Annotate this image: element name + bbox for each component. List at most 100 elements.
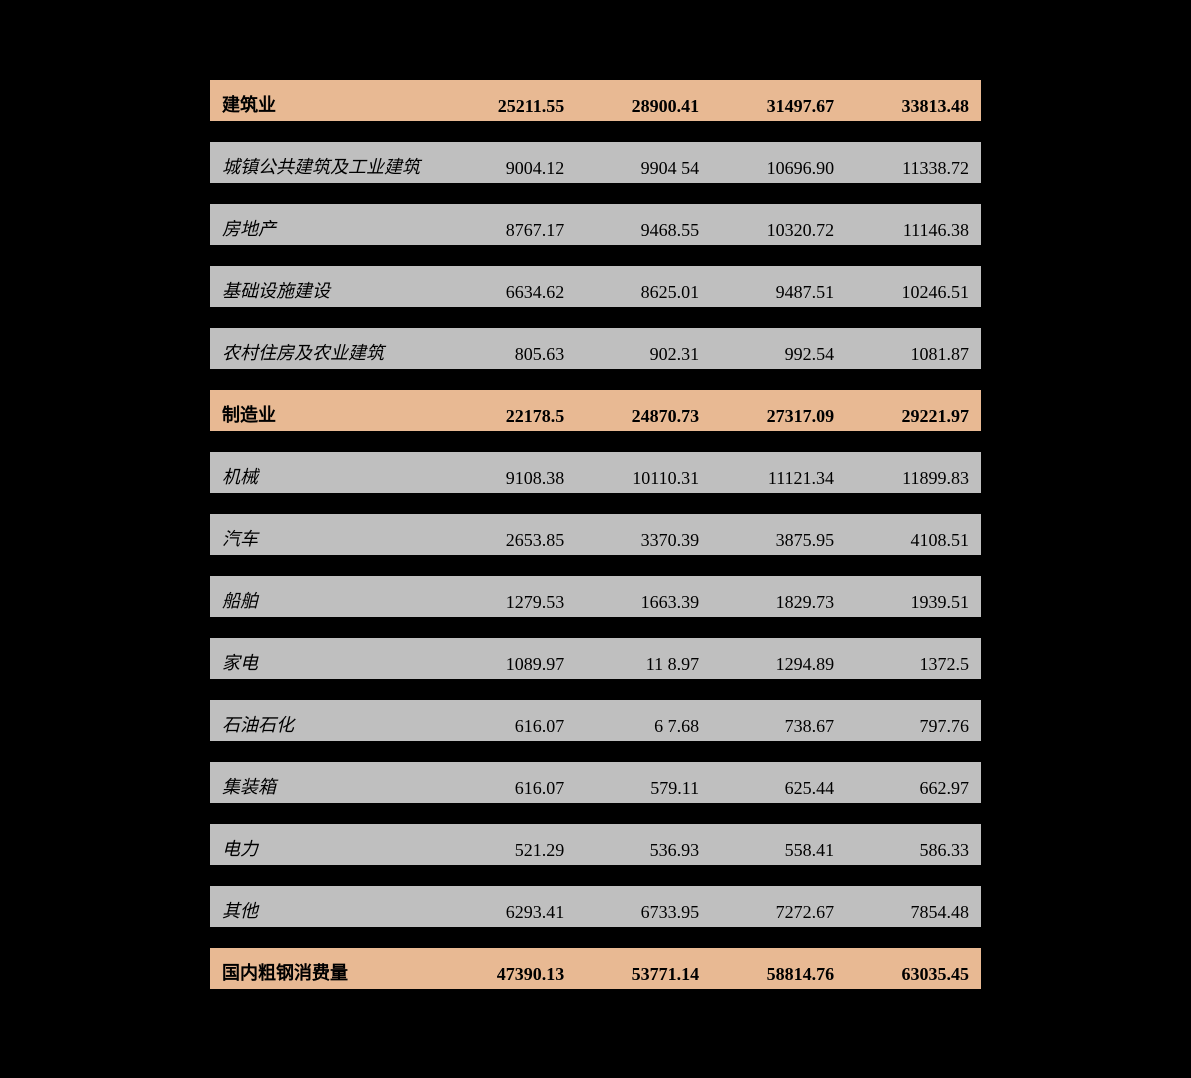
row-value: 586.33	[846, 824, 981, 866]
table-row: 城镇公共建筑及工业建筑9004.129904 5410696.9011338.7…	[210, 142, 981, 184]
row-value: 11338.72	[846, 142, 981, 184]
row-value: 24870.73	[576, 390, 711, 432]
row-value: 1089.97	[441, 638, 576, 680]
row-label: 制造业	[210, 390, 441, 432]
row-value: 797.76	[846, 700, 981, 742]
table-row: 家电1089.9711 8.971294.891372.5	[210, 638, 981, 680]
row-value: 805.63	[441, 328, 576, 370]
row-value: 6634.62	[441, 266, 576, 308]
table-row: 机械9108.3810110.3111121.3411899.83	[210, 452, 981, 494]
gap-row	[210, 742, 981, 762]
row-value: 9487.51	[711, 266, 846, 308]
row-label: 机械	[210, 452, 441, 494]
row-label: 船舶	[210, 576, 441, 618]
gap-row	[210, 308, 981, 328]
row-label: 国内粗钢消费量	[210, 948, 441, 990]
row-value: 992.54	[711, 328, 846, 370]
row-value: 7272.67	[711, 886, 846, 928]
row-value: 521.29	[441, 824, 576, 866]
row-value: 28900.41	[576, 80, 711, 122]
gap-row	[210, 618, 981, 638]
row-value: 10110.31	[576, 452, 711, 494]
steel-consumption-table: 建筑业25211.5528900.4131497.6733813.48 城镇公共建…	[210, 80, 981, 991]
row-label: 石油石化	[210, 700, 441, 742]
row-label: 其他	[210, 886, 441, 928]
row-label: 汽车	[210, 514, 441, 556]
table-row: 石油石化616.076 7.68738.67797.76	[210, 700, 981, 742]
row-value: 4108.51	[846, 514, 981, 556]
row-value: 1294.89	[711, 638, 846, 680]
row-value: 902.31	[576, 328, 711, 370]
gap-row	[210, 432, 981, 452]
table-row: 其他6293.416733.957272.677854.48	[210, 886, 981, 928]
row-value: 662.97	[846, 762, 981, 804]
row-value: 27317.09	[711, 390, 846, 432]
row-value: 47390.13	[441, 948, 576, 990]
gap-row	[210, 184, 981, 204]
row-label: 集装箱	[210, 762, 441, 804]
row-value: 7854.48	[846, 886, 981, 928]
row-value: 9108.38	[441, 452, 576, 494]
row-label: 电力	[210, 824, 441, 866]
row-value: 11 8.97	[576, 638, 711, 680]
row-value: 536.93	[576, 824, 711, 866]
row-value: 22178.5	[441, 390, 576, 432]
row-value: 616.07	[441, 762, 576, 804]
row-value: 558.41	[711, 824, 846, 866]
table-row: 建筑业25211.5528900.4131497.6733813.48	[210, 80, 981, 122]
row-value: 29221.97	[846, 390, 981, 432]
row-label: 城镇公共建筑及工业建筑	[210, 142, 441, 184]
table-row: 汽车2653.853370.393875.954108.51	[210, 514, 981, 556]
row-value: 625.44	[711, 762, 846, 804]
row-value: 63035.45	[846, 948, 981, 990]
row-value: 9468.55	[576, 204, 711, 246]
row-value: 9004.12	[441, 142, 576, 184]
row-label: 建筑业	[210, 80, 441, 122]
row-value: 53771.14	[576, 948, 711, 990]
row-label: 农村住房及农业建筑	[210, 328, 441, 370]
row-value: 6293.41	[441, 886, 576, 928]
row-value: 11146.38	[846, 204, 981, 246]
row-value: 1279.53	[441, 576, 576, 618]
row-value: 58814.76	[711, 948, 846, 990]
gap-row	[210, 804, 981, 824]
gap-row	[210, 556, 981, 576]
table-row: 房地产8767.179468.5510320.7211146.38	[210, 204, 981, 246]
gap-row	[210, 246, 981, 266]
row-value: 10246.51	[846, 266, 981, 308]
data-table: 建筑业25211.5528900.4131497.6733813.48 城镇公共建…	[210, 80, 981, 991]
table-row: 基础设施建设6634.628625.019487.5110246.51	[210, 266, 981, 308]
table-row: 电力521.29536.93558.41586.33	[210, 824, 981, 866]
row-label: 房地产	[210, 204, 441, 246]
row-value: 8625.01	[576, 266, 711, 308]
row-label: 家电	[210, 638, 441, 680]
gap-row	[210, 928, 981, 948]
table-row: 船舶1279.531663.391829.731939.51	[210, 576, 981, 618]
row-value: 11899.83	[846, 452, 981, 494]
row-value: 1663.39	[576, 576, 711, 618]
gap-row	[210, 866, 981, 886]
row-value: 3370.39	[576, 514, 711, 556]
row-value: 616.07	[441, 700, 576, 742]
row-value: 1372.5	[846, 638, 981, 680]
row-value: 738.67	[711, 700, 846, 742]
row-value: 579.11	[576, 762, 711, 804]
row-value: 2653.85	[441, 514, 576, 556]
table-row: 国内粗钢消费量47390.1353771.1458814.7663035.45	[210, 948, 981, 990]
row-value: 8767.17	[441, 204, 576, 246]
row-value: 6733.95	[576, 886, 711, 928]
row-value: 10696.90	[711, 142, 846, 184]
row-value: 9904 54	[576, 142, 711, 184]
row-value: 1081.87	[846, 328, 981, 370]
row-label: 基础设施建设	[210, 266, 441, 308]
row-value: 25211.55	[441, 80, 576, 122]
row-value: 11121.34	[711, 452, 846, 494]
table-row: 制造业22178.524870.7327317.0929221.97	[210, 390, 981, 432]
gap-row	[210, 370, 981, 390]
row-value: 1829.73	[711, 576, 846, 618]
table-row: 集装箱616.07579.11625.44662.97	[210, 762, 981, 804]
gap-row	[210, 680, 981, 700]
row-value: 1939.51	[846, 576, 981, 618]
gap-row	[210, 122, 981, 142]
row-value: 6 7.68	[576, 700, 711, 742]
